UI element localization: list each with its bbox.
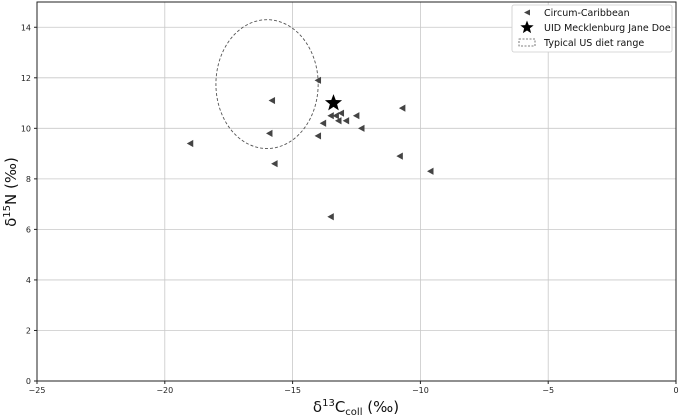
circum-caribbean-point	[268, 96, 276, 105]
circum-caribbean-point	[186, 139, 194, 148]
y-tick-label: 0	[26, 377, 31, 386]
circum-caribbean-point	[332, 112, 339, 120]
legend-label-us-diet: Typical US diet range	[543, 38, 644, 49]
x-tick-label: −5	[542, 386, 554, 395]
y-tick-label: 14	[21, 23, 31, 32]
x-tick-label: −20	[156, 386, 173, 395]
plot-frame	[36, 1, 677, 382]
us-diet-range-ellipse	[215, 19, 319, 149]
circum-caribbean-point	[352, 112, 360, 120]
y-tick-label: 2	[26, 326, 31, 335]
circum-caribbean-point	[358, 124, 365, 132]
x-tick-label: −10	[412, 386, 429, 395]
y-tick-label: 6	[26, 225, 31, 234]
y-tick-label: 4	[26, 276, 31, 285]
legend: Circum-Caribbean UID Mecklenburg Jane Do…	[511, 4, 673, 53]
circum-caribbean-point	[337, 109, 345, 117]
legend-marker-us-diet	[518, 38, 536, 47]
circum-caribbean-point	[398, 104, 406, 112]
diet-range-layer	[215, 19, 319, 149]
x-tick-label: 0	[673, 386, 678, 395]
circum-caribbean-point	[396, 152, 403, 160]
jane-doe-point	[324, 94, 343, 111]
circum-caribbean-point	[335, 117, 342, 125]
circum-caribbean-point	[319, 119, 327, 127]
circum-caribbean-point	[327, 112, 334, 120]
x-axis-ticks: −25 −20 −15 −10 −5 0	[29, 381, 679, 395]
circum-caribbean-point	[314, 76, 322, 84]
y-tick-label: 12	[21, 74, 31, 83]
circum-caribbean-point	[265, 129, 273, 137]
y-axis-label: δ15N (‰)	[2, 157, 20, 227]
x-tick-label: −15	[284, 386, 301, 395]
y-tick-label: 10	[21, 124, 31, 133]
circum-caribbean-point	[327, 213, 334, 221]
y-axis-ticks: 0 2 4 6 8 10 12 14	[21, 23, 37, 386]
circum-caribbean-point	[342, 117, 350, 125]
data-points	[186, 76, 434, 221]
legend-label-jane-doe: UID Mecklenburg Jane Doe	[544, 23, 671, 34]
legend-marker-jane-doe	[520, 20, 534, 34]
y-tick-label: 8	[26, 175, 31, 184]
circum-caribbean-point	[314, 132, 322, 140]
circum-caribbean-point	[427, 167, 434, 175]
x-axis-label: δ13Ccoll (‰)	[313, 398, 399, 418]
legend-box	[511, 4, 673, 53]
legend-marker-circum-caribbean	[524, 9, 530, 16]
circum-caribbean-point	[271, 160, 278, 168]
legend-label-circum-caribbean: Circum-Caribbean	[544, 8, 630, 19]
grid	[36, 2, 677, 382]
x-tick-label: −25	[29, 386, 46, 395]
